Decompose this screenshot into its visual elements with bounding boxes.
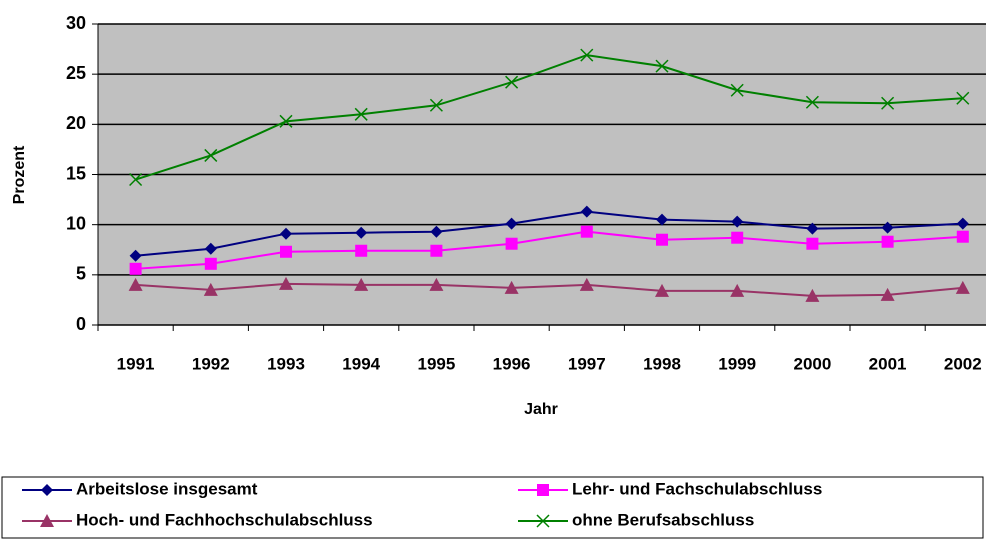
legend-label: Arbeitslose insgesamt [76, 479, 258, 498]
data-point [655, 283, 669, 297]
legend-label: Hoch- und Fachhochschulabschluss [76, 510, 373, 529]
data-point [730, 83, 744, 97]
y-tick-label: 25 [66, 63, 86, 83]
data-point [880, 287, 895, 301]
x-tick-label: 1992 [192, 354, 230, 373]
series-line [135, 282, 963, 297]
legend-box [1, 476, 984, 539]
data-point [429, 277, 444, 291]
data-point [730, 283, 745, 297]
y-tick-label: 0 [76, 314, 86, 334]
data-point [355, 226, 368, 239]
data-point [128, 277, 143, 291]
y-tick-label: 20 [66, 113, 86, 133]
data-point [806, 237, 819, 250]
data-point [354, 107, 368, 121]
data-point [129, 262, 142, 275]
x-tick-label: 1995 [417, 354, 455, 373]
data-point [731, 231, 744, 244]
data-point [881, 235, 894, 248]
data-point [580, 205, 593, 218]
data-point [430, 244, 443, 257]
data-point [204, 148, 218, 162]
data-point [354, 277, 369, 291]
data-point [279, 276, 293, 290]
legend-marker [40, 514, 54, 527]
y-tick-label: 5 [76, 264, 86, 284]
data-point [656, 233, 668, 246]
data-point [505, 75, 519, 89]
data-point [656, 213, 668, 226]
data-point [429, 98, 443, 112]
data-point [655, 59, 669, 73]
data-point [355, 244, 368, 257]
y-tick-label: 10 [66, 213, 86, 233]
x-tick-label: 1998 [643, 354, 681, 373]
data-point [881, 96, 895, 110]
data-point [280, 245, 292, 258]
x-tick-label: 2002 [944, 354, 982, 373]
data-point [204, 257, 217, 270]
data-point [805, 95, 819, 109]
data-point [505, 237, 518, 250]
x-tick-label: 1991 [117, 354, 155, 373]
data-point [580, 225, 593, 238]
series-line [135, 210, 963, 257]
data-point [279, 114, 293, 128]
x-tick-label: 1994 [342, 354, 380, 373]
data-point [430, 225, 443, 238]
data-point [580, 48, 594, 62]
data-point [881, 221, 894, 234]
data-point [203, 282, 218, 296]
data-point [956, 91, 970, 105]
x-tick-label: 2001 [869, 354, 907, 373]
series-line [135, 54, 963, 181]
x-tick-label: 1999 [718, 354, 756, 373]
data-point [504, 280, 519, 294]
data-point [731, 215, 744, 228]
data-point [579, 277, 594, 291]
legend-marker [536, 514, 550, 528]
data-point [956, 217, 969, 230]
data-point [955, 280, 970, 294]
x-tick-label: 1997 [568, 354, 606, 373]
x-tick-label: 2000 [793, 354, 831, 373]
legend-label: ohne Berufsabschluss [572, 510, 754, 529]
data-point [505, 217, 518, 230]
x-tick-label: 1996 [493, 354, 531, 373]
data-point [129, 172, 143, 187]
y-tick-label: 15 [66, 163, 86, 183]
data-point [129, 249, 142, 262]
legend-marker [537, 484, 549, 496]
legend-label: Lehr- und Fachschulabschluss [572, 479, 822, 498]
data-point [956, 230, 969, 243]
legend-marker [41, 484, 53, 496]
y-axis-label: Prozent [11, 145, 28, 204]
x-axis-label: Jahr [524, 401, 558, 418]
data-point [805, 288, 820, 302]
data-point [280, 227, 292, 240]
x-tick-label: 1993 [267, 354, 305, 373]
data-point [806, 222, 819, 235]
y-tick-label: 30 [66, 13, 86, 33]
data-point [204, 242, 217, 255]
series-line [135, 230, 963, 270]
